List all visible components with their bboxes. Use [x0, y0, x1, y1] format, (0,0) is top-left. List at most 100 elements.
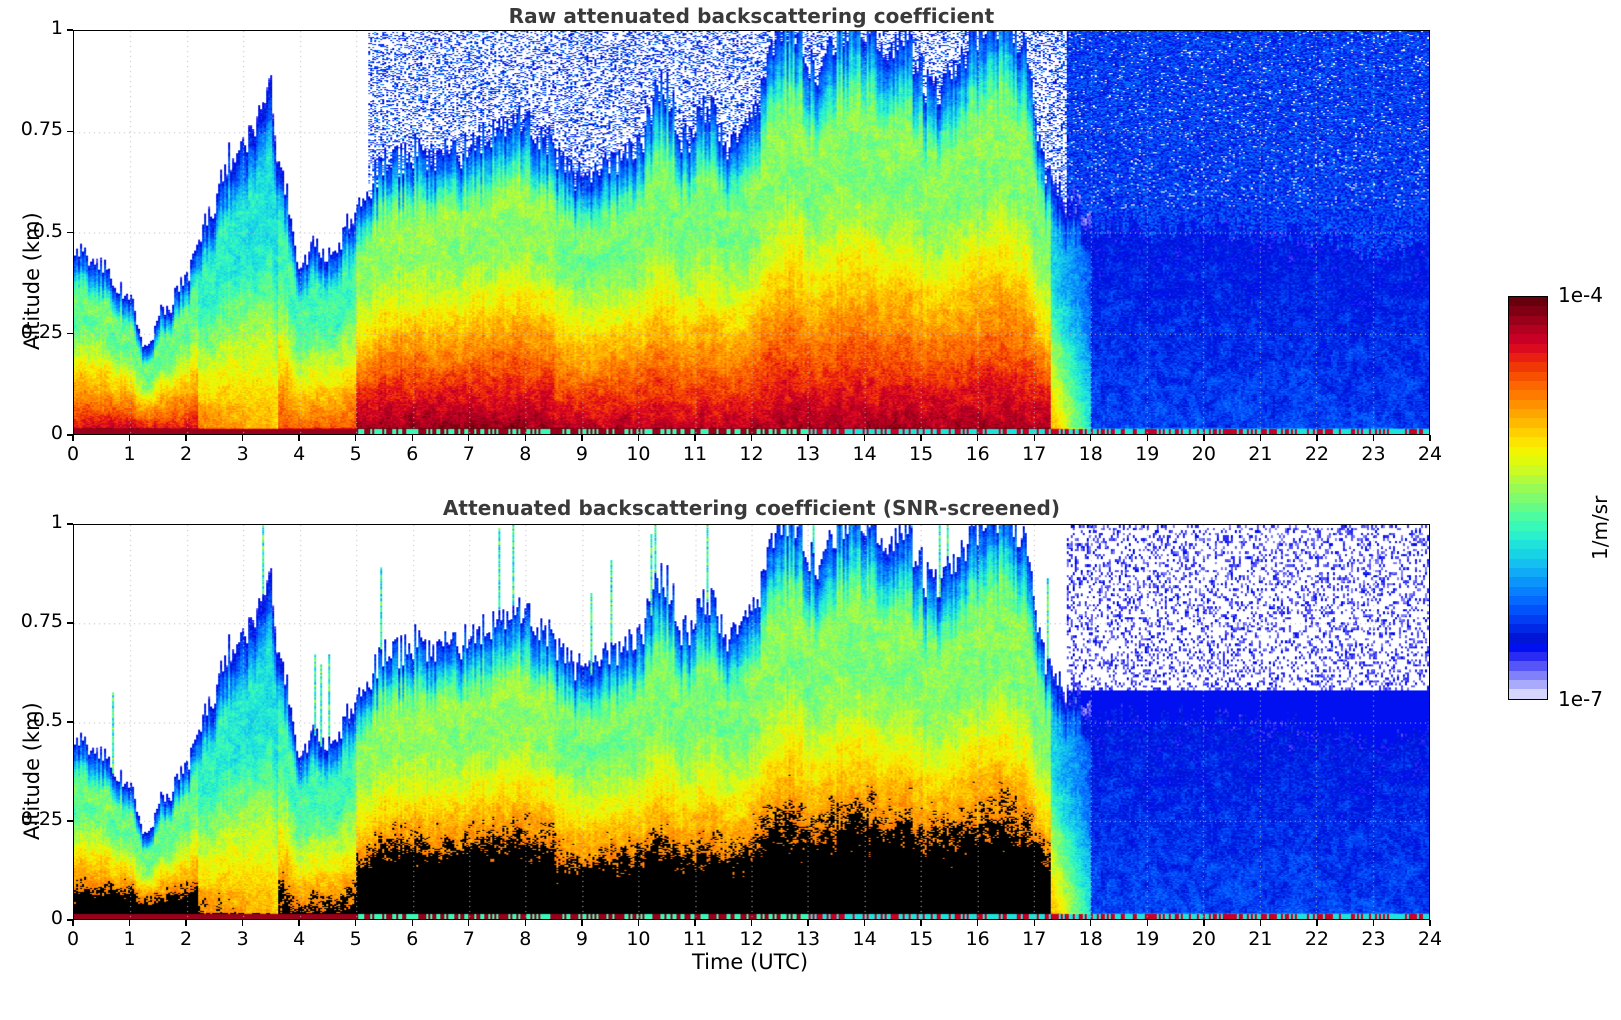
upper-panel-heatmap: [74, 31, 1429, 434]
x-tick-label: 14: [852, 928, 877, 950]
colorbar: 1e-4 1e-7: [1508, 283, 1603, 711]
x-tick-label: 4: [293, 928, 306, 950]
x-tick-label: 1: [123, 443, 136, 465]
x-tick-label: 4: [293, 443, 306, 465]
colorbar-segment: [1509, 325, 1547, 335]
y-tick-label: 0.25: [20, 808, 63, 830]
colorbar-segment: [1509, 577, 1547, 587]
x-tick-label: 18: [1078, 443, 1103, 465]
colorbar-segment: [1509, 399, 1547, 410]
colorbar-gradient: [1508, 296, 1548, 700]
x-tick-mark: [1316, 920, 1318, 926]
colorbar-segment: [1509, 680, 1547, 690]
x-tick-label: 8: [519, 928, 532, 950]
x-tick-label: 21: [1248, 443, 1273, 465]
x-tick-label: 6: [406, 928, 419, 950]
x-tick-mark: [1146, 920, 1148, 926]
colorbar-segment: [1509, 381, 1547, 391]
colorbar-segment: [1509, 465, 1547, 475]
y-tick-label: 1: [50, 511, 63, 533]
x-tick-label: 12: [739, 443, 764, 465]
lower-panel-ylabel: Altitude (km): [20, 702, 44, 840]
y-tick-label: 0: [50, 907, 63, 929]
x-tick-label: 23: [1361, 443, 1386, 465]
x-tick-mark: [1090, 920, 1092, 926]
x-tick-mark: [694, 435, 696, 441]
x-tick-label: 12: [739, 928, 764, 950]
colorbar-segment: [1509, 549, 1547, 559]
colorbar-segment: [1509, 390, 1547, 400]
x-tick-label: 2: [180, 928, 193, 950]
x-tick-label: 1: [123, 928, 136, 950]
x-tick-mark: [411, 435, 413, 441]
x-tick-label: 10: [626, 928, 651, 950]
y-tick-label: 0: [50, 422, 63, 444]
x-tick-mark: [976, 435, 979, 441]
colorbar-segment: [1509, 567, 1547, 578]
y-tick-mark: [67, 622, 73, 624]
x-tick-label: 14: [852, 443, 877, 465]
y-tick-label: 0.75: [20, 610, 63, 632]
x-tick-mark: [185, 920, 187, 926]
colorbar-segment: [1509, 530, 1547, 540]
colorbar-segment: [1509, 483, 1547, 494]
x-tick-label: 7: [462, 928, 475, 950]
colorbar-unit-label: 1/m/sr: [1588, 495, 1612, 560]
x-tick-mark: [1033, 920, 1035, 926]
x-tick-mark: [411, 920, 413, 926]
x-tick-label: 5: [349, 928, 362, 950]
colorbar-segment: [1509, 493, 1547, 503]
x-tick-mark: [637, 920, 640, 926]
y-tick-mark: [67, 820, 73, 822]
y-tick-mark: [67, 523, 73, 525]
x-tick-label: 16: [965, 443, 990, 465]
lower-panel-axes: [73, 524, 1430, 920]
x-tick-label: 22: [1304, 443, 1329, 465]
y-tick-label: 0.5: [32, 219, 63, 242]
x-tick-mark: [1146, 435, 1148, 441]
upper-panel-title: Raw attenuated backscattering coefficien…: [508, 4, 995, 28]
x-tick-mark: [694, 920, 696, 926]
y-tick-label: 0.75: [20, 118, 63, 141]
x-tick-label: 21: [1248, 928, 1273, 950]
colorbar-segment: [1509, 297, 1547, 307]
colorbar-segment: [1509, 362, 1547, 372]
y-tick-mark: [67, 721, 73, 723]
upper-panel-ylabel: Altitude (km): [20, 212, 44, 350]
lower-panel-xlabel: Time (UTC): [691, 950, 809, 974]
colorbar-segment: [1509, 418, 1547, 428]
colorbar-segment: [1509, 586, 1547, 596]
x-tick-mark: [863, 920, 866, 926]
x-tick-mark: [1372, 435, 1375, 441]
x-tick-mark: [920, 435, 922, 441]
x-tick-label: 17: [1022, 443, 1047, 465]
colorbar-segment: [1509, 353, 1547, 363]
y-tick-mark: [67, 919, 73, 921]
x-tick-mark: [976, 920, 979, 926]
x-tick-mark: [355, 920, 357, 926]
x-tick-label: 19: [1135, 928, 1160, 950]
colorbar-segment: [1509, 689, 1547, 699]
y-tick-label: 0.5: [32, 709, 63, 731]
colorbar-segment: [1509, 409, 1547, 419]
lower-panel-heatmap: [74, 525, 1429, 919]
x-tick-mark: [128, 920, 131, 926]
x-tick-label: 8: [519, 443, 532, 465]
y-tick-label: 1: [50, 17, 63, 39]
colorbar-segment: [1509, 633, 1547, 643]
x-tick-label: 5: [349, 443, 362, 465]
colorbar-min-label: 1e-7: [1558, 687, 1603, 711]
colorbar-segment: [1509, 474, 1547, 484]
x-tick-mark: [72, 920, 74, 926]
x-tick-mark: [1033, 435, 1035, 441]
upper-panel-axes: [73, 30, 1430, 435]
x-tick-mark: [1259, 435, 1262, 441]
x-tick-label: 24: [1417, 443, 1443, 465]
x-tick-mark: [355, 435, 357, 441]
x-tick-mark: [128, 435, 131, 441]
x-tick-label: 17: [1022, 928, 1047, 950]
x-tick-mark: [1429, 920, 1431, 926]
x-tick-mark: [1316, 435, 1318, 441]
x-tick-mark: [920, 920, 922, 926]
